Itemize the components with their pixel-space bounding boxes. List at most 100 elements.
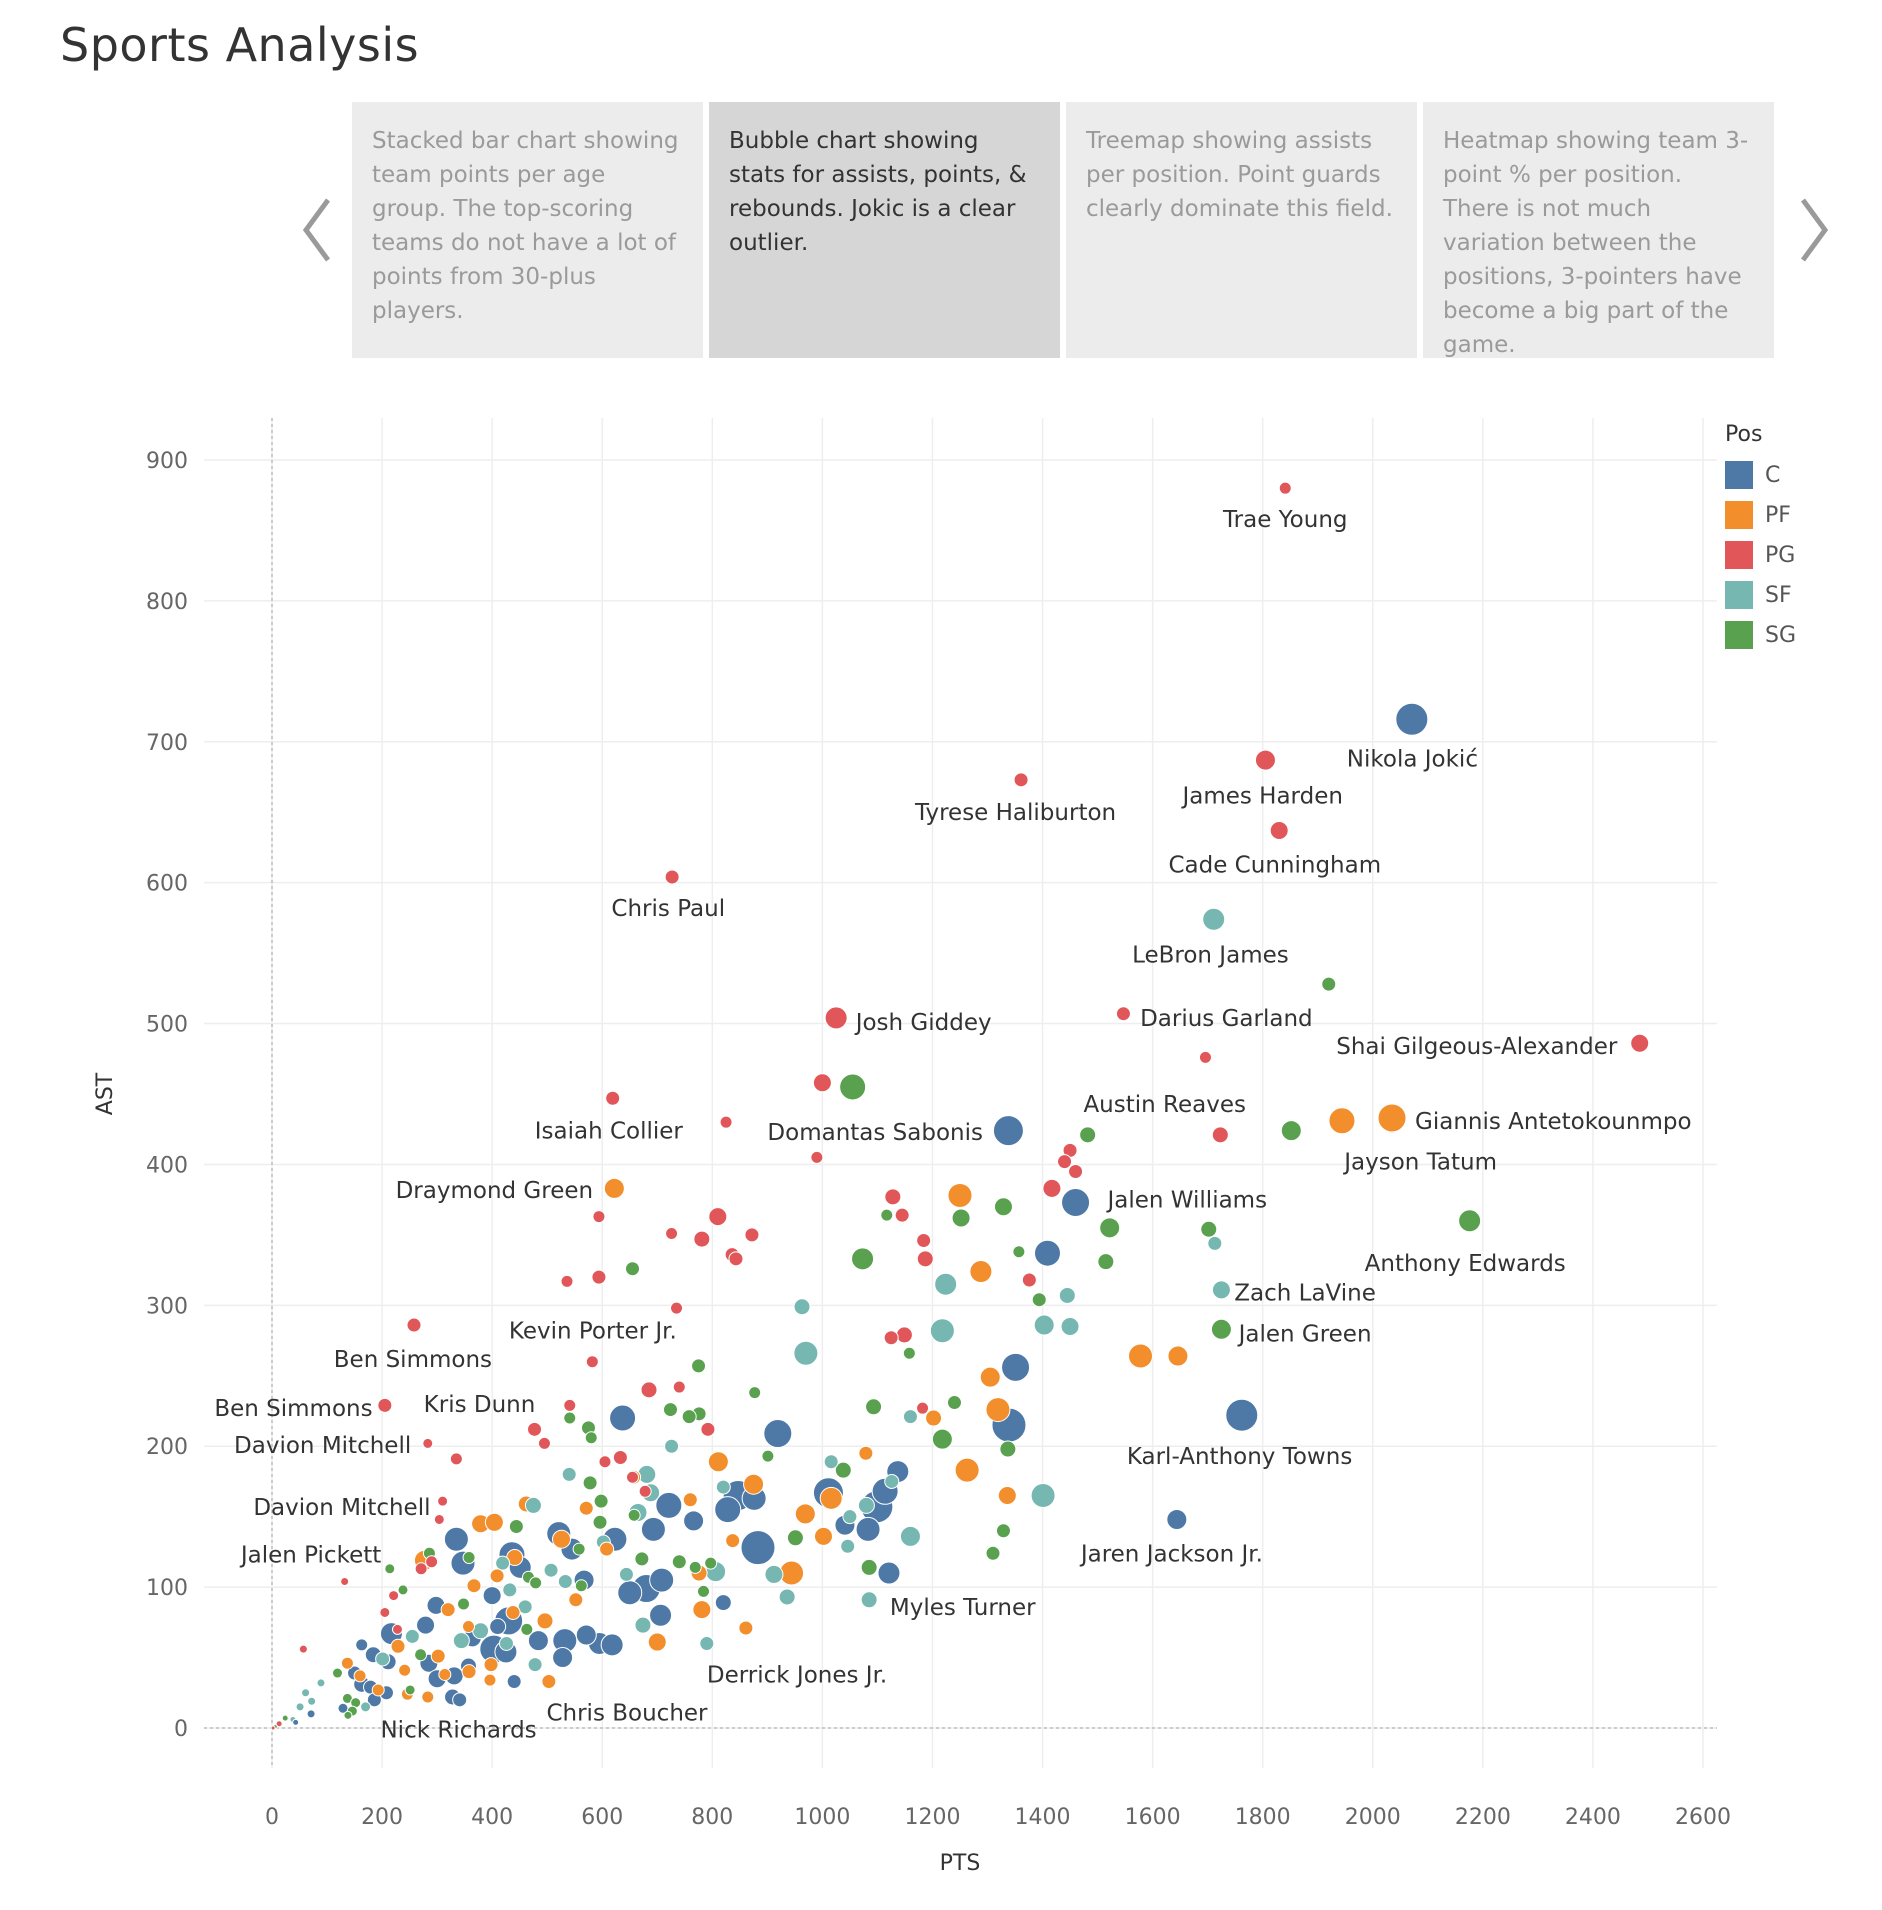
bubble-sf[interactable]	[360, 1701, 372, 1713]
bubble-pg[interactable]	[1021, 1272, 1037, 1288]
bubble-pg[interactable]	[425, 1555, 439, 1569]
bubble-sg[interactable]	[397, 1584, 409, 1596]
bubble-pg[interactable]	[916, 1401, 930, 1415]
bubble-pg[interactable]	[433, 1513, 445, 1525]
bubble-pg[interactable]	[1057, 1154, 1073, 1170]
bubble-pf[interactable]	[390, 1638, 406, 1654]
bubble-sg[interactable]	[574, 1579, 588, 1593]
bubble-sg[interactable]	[993, 1197, 1013, 1217]
bubble-pf[interactable]	[461, 1664, 477, 1680]
bubble-pf[interactable]	[954, 1457, 980, 1483]
bubble-sf[interactable]	[517, 1599, 533, 1615]
story-point-3[interactable]: Treemap showing assists per position. Po…	[1066, 102, 1417, 358]
bubble-sf[interactable]	[793, 1298, 811, 1316]
bubble-pf[interactable]	[438, 1667, 452, 1681]
bubble-pg[interactable]	[884, 1188, 902, 1206]
bubble-sg[interactable]	[1079, 1126, 1097, 1144]
bubble-sf[interactable]	[857, 1496, 875, 1514]
bubble-pf[interactable]	[489, 1568, 505, 1584]
bubble-c[interactable]	[617, 1580, 643, 1606]
bubble-pf[interactable]	[505, 1604, 521, 1620]
bubble-pg[interactable]	[585, 1355, 599, 1369]
bubble-sg[interactable]	[582, 1475, 598, 1491]
bubble-c[interactable]	[1061, 1187, 1091, 1217]
bubble-pf[interactable]	[1328, 1107, 1356, 1135]
bubble-sf[interactable]	[618, 1566, 634, 1582]
bubble-pg[interactable]	[598, 1455, 612, 1469]
bubble-sg[interactable]	[1200, 1220, 1218, 1238]
bubble-sf[interactable]	[715, 1479, 731, 1495]
bubble-sf[interactable]	[929, 1318, 955, 1344]
bubble-sf[interactable]	[404, 1628, 420, 1644]
bubble-sf[interactable]	[884, 1473, 900, 1489]
bubble-c[interactable]	[292, 1718, 300, 1726]
bubble-pg[interactable]	[298, 1644, 308, 1654]
bubble-pg[interactable]	[1278, 481, 1292, 495]
bubble-sg[interactable]	[1321, 976, 1337, 992]
bubble-pf[interactable]	[1167, 1345, 1189, 1367]
bubble-sf[interactable]	[1030, 1483, 1056, 1509]
bubble-sf[interactable]	[699, 1635, 715, 1651]
bubble-c[interactable]	[740, 1530, 776, 1566]
story-point-2[interactable]: Bubble chart showing stats for assists, …	[709, 102, 1060, 358]
bubble-sf[interactable]	[842, 1509, 858, 1525]
bubble-sf[interactable]	[524, 1496, 542, 1514]
bubble-sg[interactable]	[834, 1461, 852, 1479]
bubble-sg[interactable]	[520, 1622, 534, 1636]
bubble-pg[interactable]	[275, 1720, 283, 1728]
bubble-c[interactable]	[355, 1638, 369, 1652]
legend-item-pg[interactable]: PG	[1725, 535, 1796, 575]
bubble-pf[interactable]	[603, 1177, 625, 1199]
bubble-pf[interactable]	[858, 1445, 874, 1461]
bubble-pf[interactable]	[353, 1669, 367, 1683]
bubble-c[interactable]	[506, 1674, 522, 1690]
legend-item-sg[interactable]: SG	[1725, 615, 1796, 655]
bubble-sg[interactable]	[1031, 1292, 1047, 1308]
bubble-pg[interactable]	[537, 1436, 551, 1450]
bubble-pg[interactable]	[1068, 1163, 1084, 1179]
bubble-sf[interactable]	[840, 1538, 856, 1554]
bubble-sg[interactable]	[593, 1493, 609, 1509]
bubble-sf[interactable]	[1202, 907, 1226, 931]
bubble-sg[interactable]	[839, 1073, 867, 1101]
bubble-sf[interactable]	[1060, 1316, 1080, 1336]
bubble-pg[interactable]	[340, 1576, 350, 1586]
bubble-pf[interactable]	[997, 1486, 1017, 1506]
bubble-c[interactable]	[877, 1561, 901, 1585]
bubble-pf[interactable]	[568, 1592, 584, 1608]
bubble-pg[interactable]	[270, 1725, 276, 1731]
bubble-sg[interactable]	[951, 1208, 971, 1228]
bubble-sf[interactable]	[295, 1702, 305, 1712]
bubble-sg[interactable]	[634, 1551, 650, 1567]
bubble-c[interactable]	[489, 1618, 507, 1636]
bubble-sf[interactable]	[375, 1651, 391, 1667]
bubble-sg[interactable]	[946, 1395, 962, 1411]
bubble-c[interactable]	[600, 1633, 624, 1657]
bubble-sg[interactable]	[529, 1576, 543, 1590]
bubble-pg[interactable]	[626, 1470, 640, 1484]
bubble-sf[interactable]	[793, 1340, 819, 1366]
bubble-sg[interactable]	[662, 1402, 678, 1418]
bubble-sf[interactable]	[498, 1635, 514, 1651]
bubble-sf[interactable]	[1058, 1286, 1076, 1304]
bubble-sg[interactable]	[902, 1346, 916, 1360]
bubble-pg[interactable]	[812, 1073, 832, 1093]
bubble-sg[interactable]	[786, 1529, 804, 1547]
bubble-pg[interactable]	[414, 1562, 428, 1576]
bubble-sf[interactable]	[543, 1562, 559, 1578]
bubble-pf[interactable]	[483, 1673, 497, 1687]
bubble-pf[interactable]	[340, 1656, 354, 1670]
bubble-c[interactable]	[1225, 1398, 1259, 1432]
bubble-sf[interactable]	[452, 1632, 470, 1650]
bubble-pg[interactable]	[563, 1398, 577, 1412]
bubble-sf[interactable]	[764, 1564, 784, 1584]
bubble-sg[interactable]	[281, 1714, 289, 1722]
bubble-sg[interactable]	[457, 1597, 471, 1611]
bubble-sf[interactable]	[472, 1622, 490, 1640]
legend-item-c[interactable]: C	[1725, 455, 1796, 495]
bubble-sg[interactable]	[384, 1563, 396, 1575]
bubble-pf[interactable]	[1128, 1343, 1154, 1369]
bubble-c[interactable]	[482, 1586, 502, 1606]
bubble-pg[interactable]	[1211, 1126, 1229, 1144]
bubble-pf[interactable]	[398, 1663, 412, 1677]
